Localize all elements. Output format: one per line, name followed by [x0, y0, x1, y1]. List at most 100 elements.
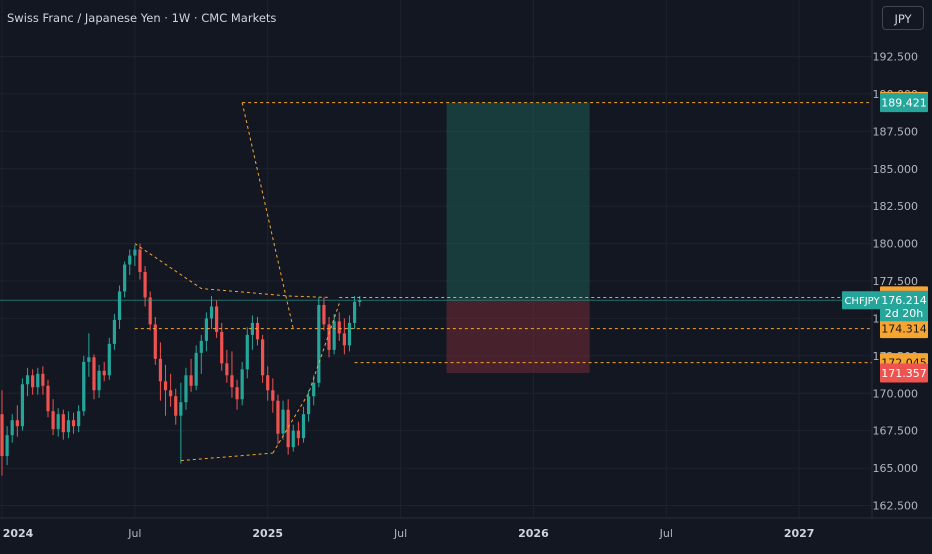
candle-body: [271, 390, 275, 401]
drawings: [0, 102, 872, 462]
candle-body: [352, 301, 357, 323]
candle-body: [245, 334, 249, 370]
candle-body: [163, 381, 168, 391]
stop-zone: [446, 300, 590, 373]
countdown-text: 2d 20h: [885, 307, 923, 320]
candle-body: [250, 322, 254, 335]
currency-button[interactable]: JPY: [882, 6, 924, 30]
time-tick-label: Jul: [127, 527, 141, 540]
candle-body: [307, 396, 311, 415]
candle-body: [332, 321, 336, 350]
candle-body: [337, 321, 341, 334]
candles: [0, 243, 362, 476]
candle-body: [204, 318, 208, 341]
candle-body: [199, 340, 203, 353]
time-tick-label: 2027: [784, 527, 815, 540]
candle-body: [169, 390, 173, 397]
candle-body: [184, 375, 188, 403]
candle-body: [296, 430, 300, 439]
trendline: [272, 303, 340, 454]
candle-body: [312, 382, 316, 397]
candle-body: [266, 375, 270, 391]
candle-body: [61, 414, 65, 433]
candle-body: [82, 361, 86, 412]
candle-body: [153, 324, 157, 359]
candle-body: [179, 402, 183, 416]
price-label-text: 171.357: [881, 367, 927, 380]
candle-body: [148, 297, 152, 325]
candle-body: [128, 255, 132, 265]
candle-body: [10, 420, 14, 436]
candle-body: [301, 414, 306, 439]
candle-body: [174, 396, 178, 416]
candle-body: [77, 411, 81, 427]
candle-body: [291, 430, 295, 448]
candle-body: [25, 375, 30, 385]
candle-body: [112, 319, 117, 344]
candle-body: [235, 387, 239, 400]
candle-body: [15, 420, 19, 427]
candle-body: [215, 306, 219, 332]
price-labels: 189.500189.421176.510176.217174.314172.0…: [842, 91, 928, 383]
candle-body: [107, 343, 111, 376]
candle-body: [51, 411, 55, 430]
price-tick-label: 180.000: [873, 238, 919, 251]
candle-body: [220, 331, 224, 364]
price-label-text: 174.314: [881, 323, 927, 336]
time-tick-label: 2026: [518, 527, 549, 540]
candle-body: [342, 333, 346, 346]
last-price-tag: [880, 291, 928, 322]
time-tick-label: 2025: [252, 527, 283, 540]
candle-body: [240, 369, 244, 400]
candle-body: [194, 352, 198, 386]
price-tick-label: 170.000: [873, 387, 919, 400]
candle-body: [281, 409, 285, 434]
symbol-tag-text: CHFJPY: [844, 296, 880, 307]
candle-body: [87, 357, 91, 362]
trendline: [241, 102, 294, 329]
price-tick-label: 187.500: [873, 125, 919, 138]
candle-body: [286, 409, 290, 448]
last-price-text: 176.214: [881, 294, 927, 307]
candle-body: [322, 304, 326, 325]
time-tick-label: Jul: [659, 527, 673, 540]
candle-body: [230, 375, 234, 388]
time-axis[interactable]: 2024 Jul 2025 Jul 2026 Jul 2027: [3, 527, 815, 540]
candle-body: [225, 363, 229, 376]
candle-body: [123, 264, 127, 292]
candle-body: [41, 373, 45, 386]
price-tick-label: 167.500: [873, 425, 919, 438]
candle-body: [117, 291, 122, 320]
candle-body: [347, 322, 352, 346]
chart-title: Swiss Franc / Japanese Yen · 1W · CMC Ma…: [7, 11, 277, 25]
time-tick-label: Jul: [393, 527, 407, 540]
candle-body: [92, 357, 96, 391]
candle-body: [71, 420, 76, 427]
candle-body: [255, 322, 260, 340]
candle-body: [189, 375, 193, 386]
symbol-tag: [842, 291, 882, 310]
price-axis-bg: [872, 0, 932, 518]
candle-body: [102, 370, 106, 376]
candle-body: [97, 370, 101, 391]
candle-body: [0, 414, 4, 457]
candle-body: [143, 272, 147, 298]
price-tick-label: 165.000: [873, 462, 919, 475]
candle-body: [276, 400, 280, 434]
price-label-tag: [880, 93, 928, 113]
candle-body: [133, 249, 137, 256]
trendline: [134, 243, 330, 298]
candle-body: [66, 420, 71, 433]
price-label-tag: [880, 363, 928, 383]
candle-body: [46, 385, 50, 412]
price-tick-label: 185.000: [873, 163, 919, 176]
candle-body: [209, 306, 214, 319]
position-zones: [446, 102, 590, 373]
price-tick-label: 177.500: [873, 275, 919, 288]
candle-body: [31, 375, 35, 388]
price-tick-label: 192.500: [873, 51, 919, 64]
candle-body: [20, 384, 25, 427]
price-tick-label: 162.500: [873, 500, 919, 513]
